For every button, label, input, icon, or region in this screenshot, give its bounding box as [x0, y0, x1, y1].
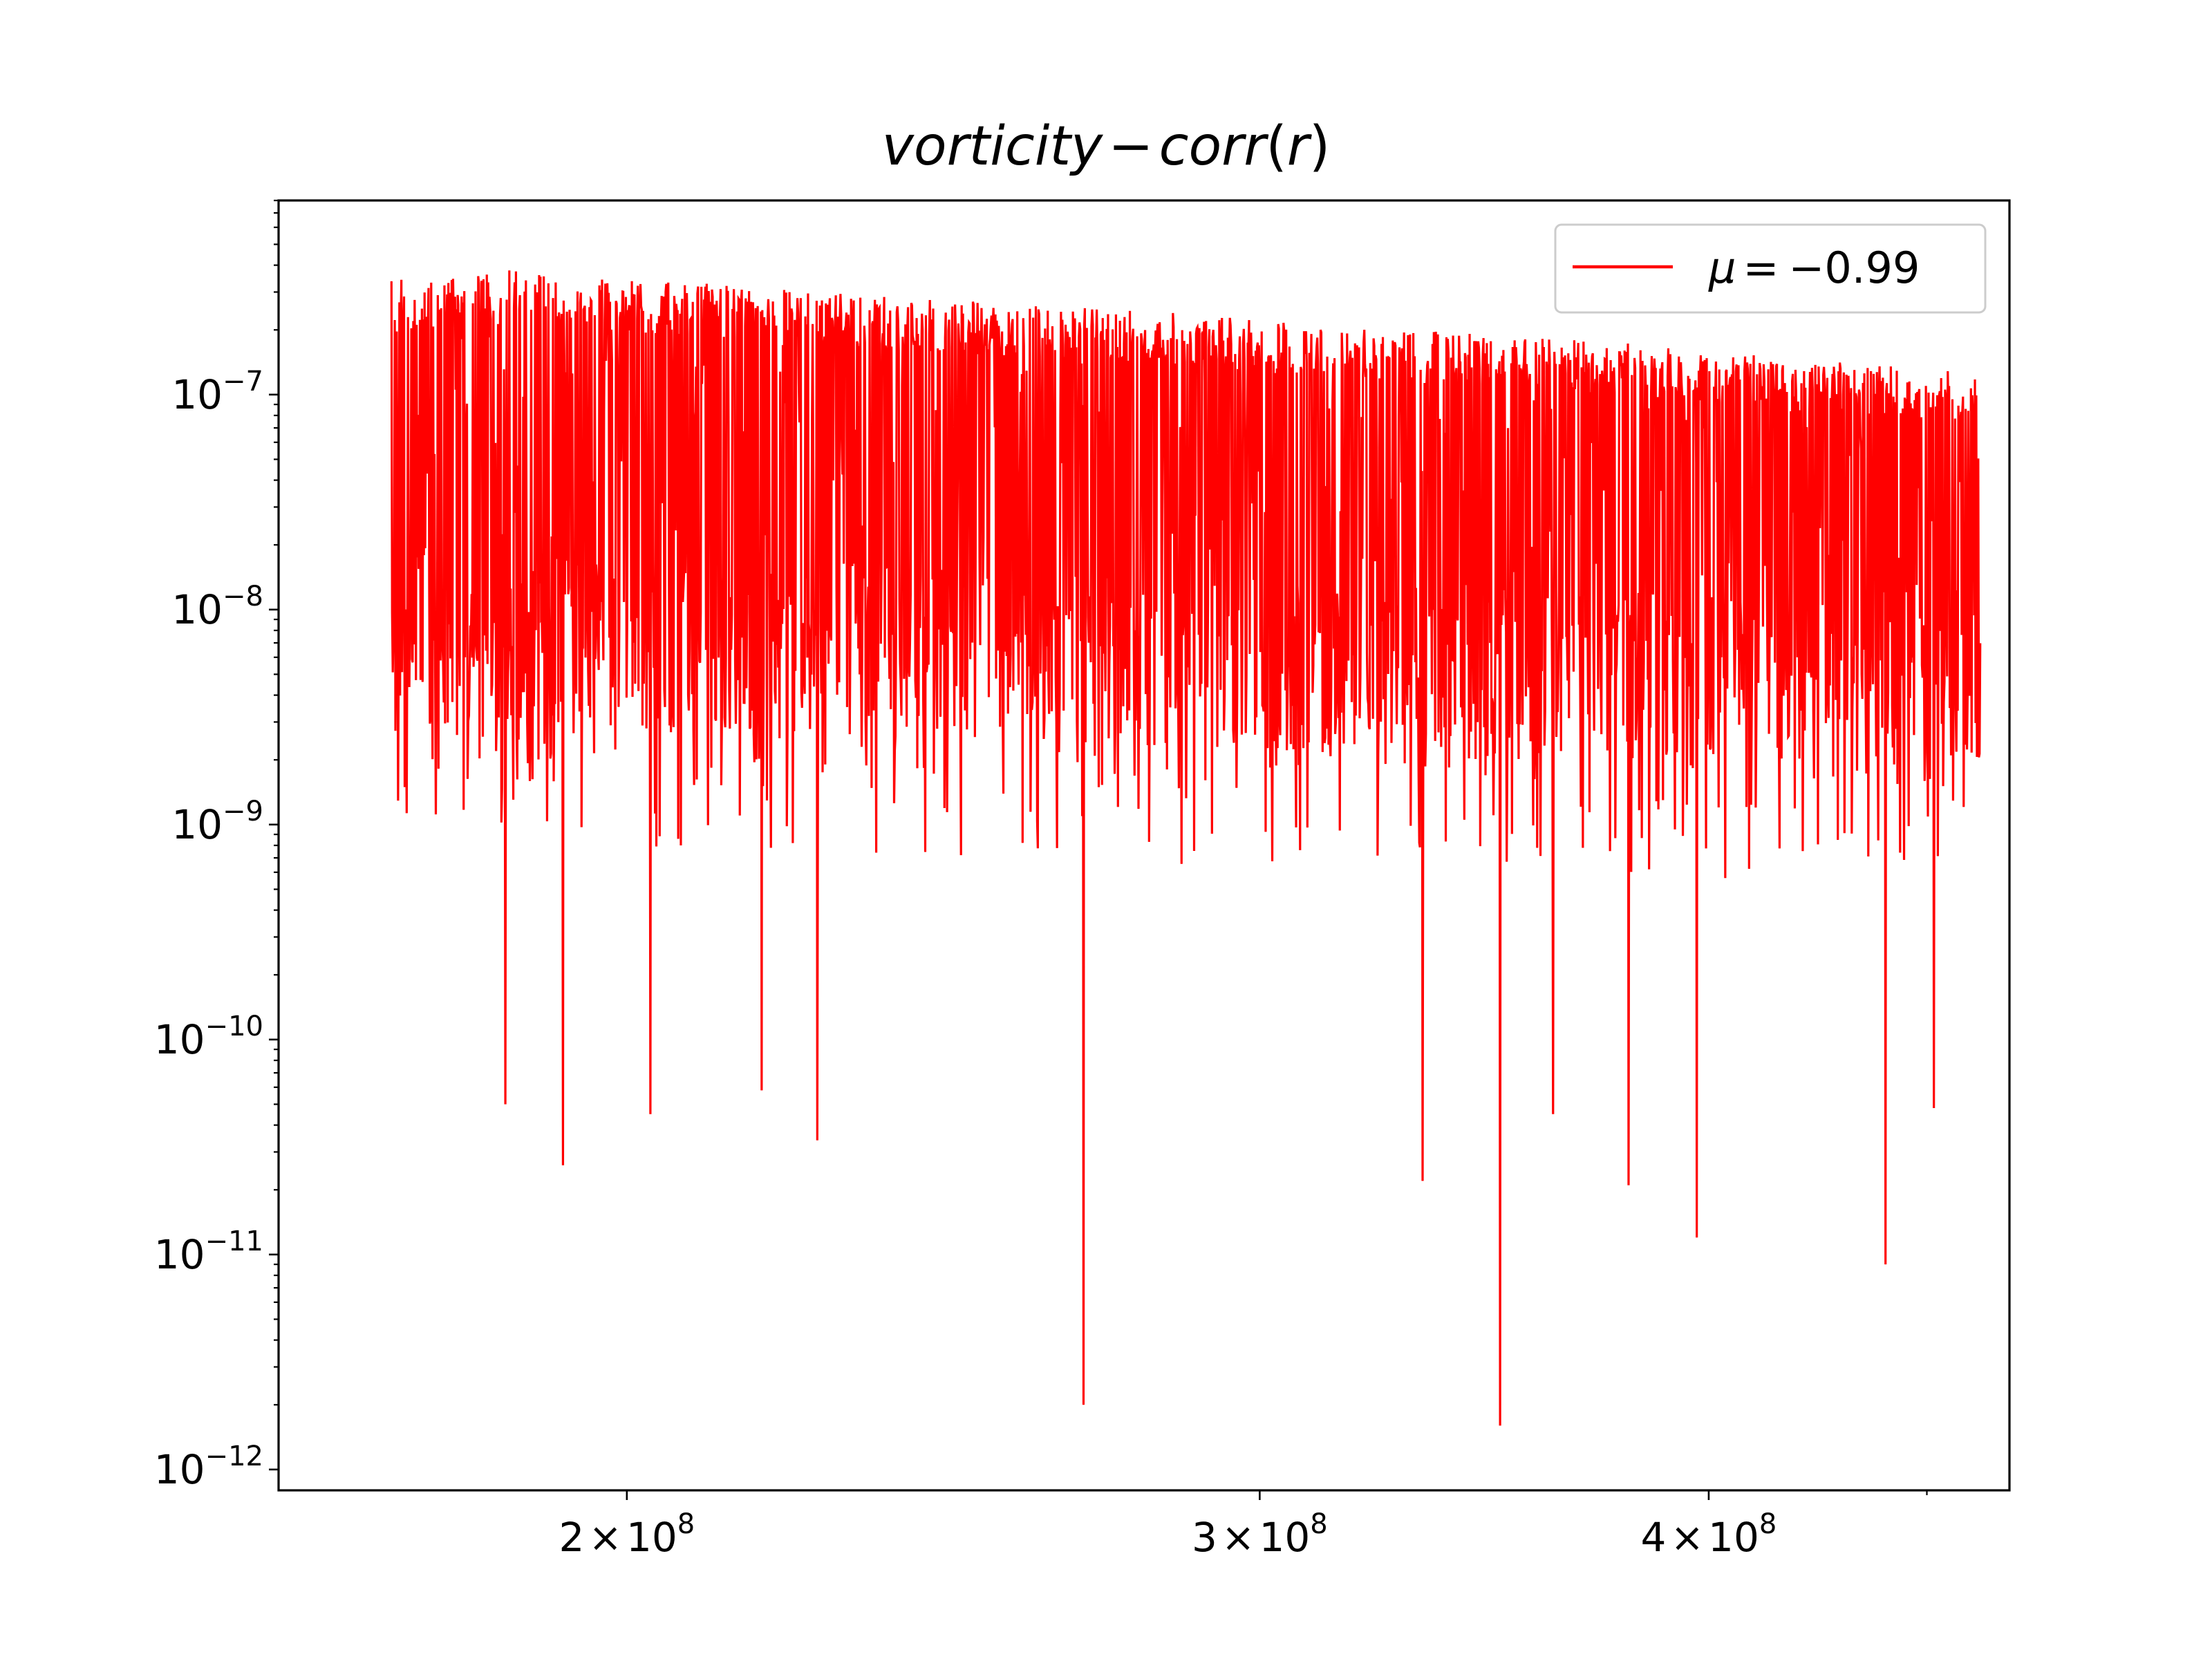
x-tick-label: 4 × 108 — [1641, 1508, 1777, 1561]
y-tick-label: 10−12 — [154, 1441, 263, 1493]
x-tick-label: 2 × 108 — [559, 1508, 695, 1561]
plot-frame — [277, 199, 2011, 1492]
chart-title: vorticity − corr(r) — [882, 115, 1331, 178]
y-tick-label: 10−9 — [171, 796, 263, 848]
x-axis: 2 × 108 3 × 108 4 × 108 — [559, 1490, 1928, 1561]
series-line — [390, 270, 1982, 1426]
y-axis: 10−12 10−11 10−10 10−9 10−8 10−7 — [154, 199, 279, 1493]
legend-box — [1554, 223, 1987, 314]
legend: μ = −0.99 — [1554, 223, 1987, 314]
y-tick-label: 10−11 — [154, 1226, 263, 1278]
y-tick-label: 10−7 — [171, 366, 263, 418]
legend-label: μ = −0.99 — [1708, 243, 1920, 293]
data-layer — [390, 270, 1982, 1426]
y-tick-label: 10−10 — [154, 1011, 263, 1063]
y-tick-label: 10−8 — [171, 581, 263, 633]
x-tick-label: 3 × 108 — [1192, 1508, 1328, 1561]
